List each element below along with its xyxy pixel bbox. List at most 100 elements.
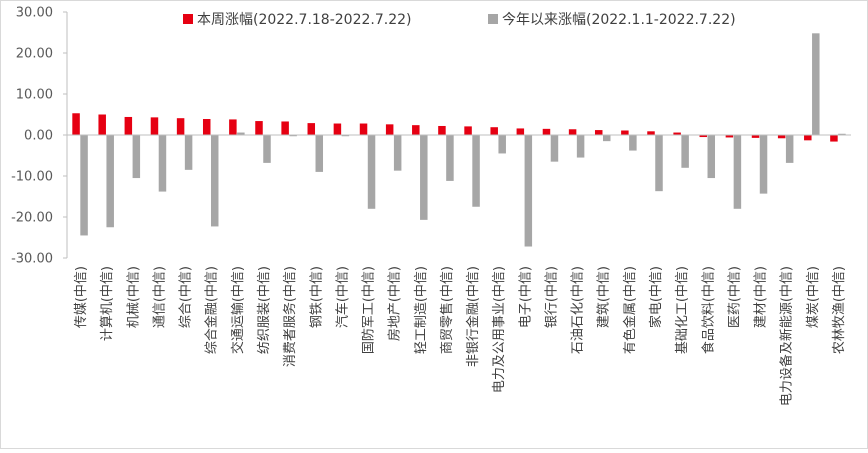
y-tick-label: -20.00	[11, 211, 53, 226]
bar-ytd-change	[733, 135, 742, 209]
x-tick-label: 医药(中信)	[727, 266, 742, 328]
x-tick-label: 家电(中信)	[648, 266, 664, 328]
bar-weekly-change	[124, 116, 133, 135]
y-tick-label: 10.00	[16, 88, 53, 103]
bar-ytd-change	[237, 132, 245, 135]
bar-weekly-change	[830, 135, 838, 142]
x-tick-label: 食品饮料(中信)	[700, 266, 716, 354]
x-tick-label: 有色金属(中信)	[622, 266, 638, 354]
x-tick-label: 综合金融(中信)	[204, 266, 220, 354]
x-tick-label: 基础化工(中信)	[675, 266, 690, 354]
x-tick-label: 建筑(中信)	[596, 266, 612, 328]
bar-ytd-change	[184, 135, 193, 170]
bar-weekly-change	[464, 126, 472, 135]
bar-ytd-change	[838, 133, 846, 135]
bar-ytd-change	[759, 135, 768, 194]
x-tick-label: 消费者服务(中信)	[282, 266, 298, 367]
bar-ytd-change	[785, 135, 794, 163]
x-tick-label: 农林牧渔(中信)	[832, 266, 847, 354]
x-axis-tick-labels: 传媒(中信) 计算机(中信) 机械(中信) 通信(中信) 综合(中信) 综合金融(中信) 交…	[74, 266, 847, 406]
bar-ytd-change	[289, 135, 297, 137]
bar-weekly-change	[385, 124, 394, 135]
x-tick-label: 钢铁(中信)	[309, 266, 324, 328]
x-tick-label: 通信(中信)	[152, 266, 167, 328]
bar-weekly-change	[516, 128, 525, 135]
bar-weekly-change	[72, 113, 80, 135]
y-tick-label: 30.00	[16, 6, 53, 21]
bar-weekly-change	[777, 135, 786, 139]
y-tick-label: -30.00	[11, 252, 53, 267]
x-tick-label: 纺织服装(中信)	[257, 266, 272, 354]
bar-ytd-change	[576, 135, 585, 158]
bar-ytd-change	[393, 135, 402, 171]
bar-weekly-change	[176, 118, 185, 135]
x-tick-label: 电子(中信)	[518, 266, 533, 328]
bar-ytd-change	[602, 135, 611, 142]
x-tick-label: 交通运输(中信)	[230, 266, 246, 354]
bar-ytd-change	[446, 135, 454, 181]
bar-ytd-change	[210, 135, 219, 227]
bar-ytd-change	[341, 135, 350, 137]
bar-weekly-change	[490, 127, 498, 135]
bar-ytd-change	[420, 135, 428, 220]
bar-weekly-change	[359, 123, 368, 135]
bar-weekly-change	[307, 123, 316, 135]
bar-ytd-change	[812, 33, 820, 135]
x-tick-label: 综合(中信)	[179, 266, 194, 328]
bar-weekly-change	[255, 121, 263, 135]
legend-label: 今年以来涨幅(2022.1.1-2022.7.22)	[502, 12, 736, 28]
bars-group	[72, 33, 846, 247]
bar-weekly-change	[647, 131, 655, 135]
bar-ytd-change	[681, 135, 689, 168]
x-tick-label: 煤炭(中信)	[806, 266, 821, 328]
bar-ytd-change	[80, 135, 88, 236]
x-tick-label: 计算机(中信)	[100, 266, 115, 341]
y-tick-label: -10.00	[11, 170, 53, 185]
bar-ytd-change	[106, 135, 114, 228]
y-tick-label: 0.00	[24, 129, 53, 144]
bar-ytd-change	[158, 135, 167, 192]
legend: 本周涨幅(2022.7.18-2022.7.22) 今年以来涨幅(2022.1.1…	[183, 12, 736, 28]
bar-weekly-change	[542, 128, 551, 135]
bar-weekly-change	[751, 135, 760, 138]
legend-swatch	[488, 14, 498, 24]
bar-ytd-change	[498, 135, 506, 154]
x-tick-label: 机械(中信)	[126, 266, 141, 328]
bar-weekly-change	[725, 135, 734, 138]
bar-weekly-change	[568, 129, 577, 135]
bar-ytd-change	[655, 135, 663, 192]
x-tick-label: 汽车(中信)	[334, 266, 350, 328]
bar-ytd-change	[315, 135, 324, 172]
bar-weekly-change	[98, 114, 106, 135]
bar-ytd-change	[629, 135, 637, 151]
bar-weekly-change	[804, 135, 812, 141]
axes-group	[63, 11, 851, 259]
x-tick-label: 轻工制造(中信)	[414, 266, 429, 354]
bar-ytd-change	[524, 135, 533, 247]
bar-ytd-change	[550, 135, 559, 162]
legend-swatch	[183, 14, 193, 24]
x-tick-label: 房地产(中信)	[387, 266, 403, 341]
bar-weekly-change	[699, 135, 708, 138]
bar-ytd-change	[263, 135, 271, 163]
bar-weekly-change	[594, 130, 603, 135]
y-tick-label: 20.00	[16, 47, 53, 62]
x-tick-label: 电力设备及新能源(中信)	[779, 266, 795, 406]
x-tick-label: 银行(中信)	[544, 266, 559, 328]
x-tick-label: 电力及公用事业(中信)	[492, 266, 507, 393]
bar-weekly-change	[621, 130, 629, 135]
bar-ytd-change	[132, 135, 141, 179]
bar-weekly-change	[333, 123, 342, 135]
bar-weekly-change	[229, 119, 237, 135]
y-axis-tick-labels: 30.00 20.00 10.00 0.00 -10.00 -20.00 -30.00	[11, 6, 53, 267]
legend-label: 本周涨幅(2022.7.18-2022.7.22)	[197, 12, 411, 28]
bar-weekly-change	[150, 117, 159, 135]
bar-weekly-change	[412, 125, 420, 135]
bar-ytd-change	[707, 135, 716, 179]
x-tick-label: 商贸零售(中信)	[439, 266, 455, 354]
x-tick-label: 传媒(中信)	[74, 266, 89, 328]
x-tick-label: 建材(中信)	[754, 266, 769, 328]
bar-ytd-change	[472, 135, 480, 207]
